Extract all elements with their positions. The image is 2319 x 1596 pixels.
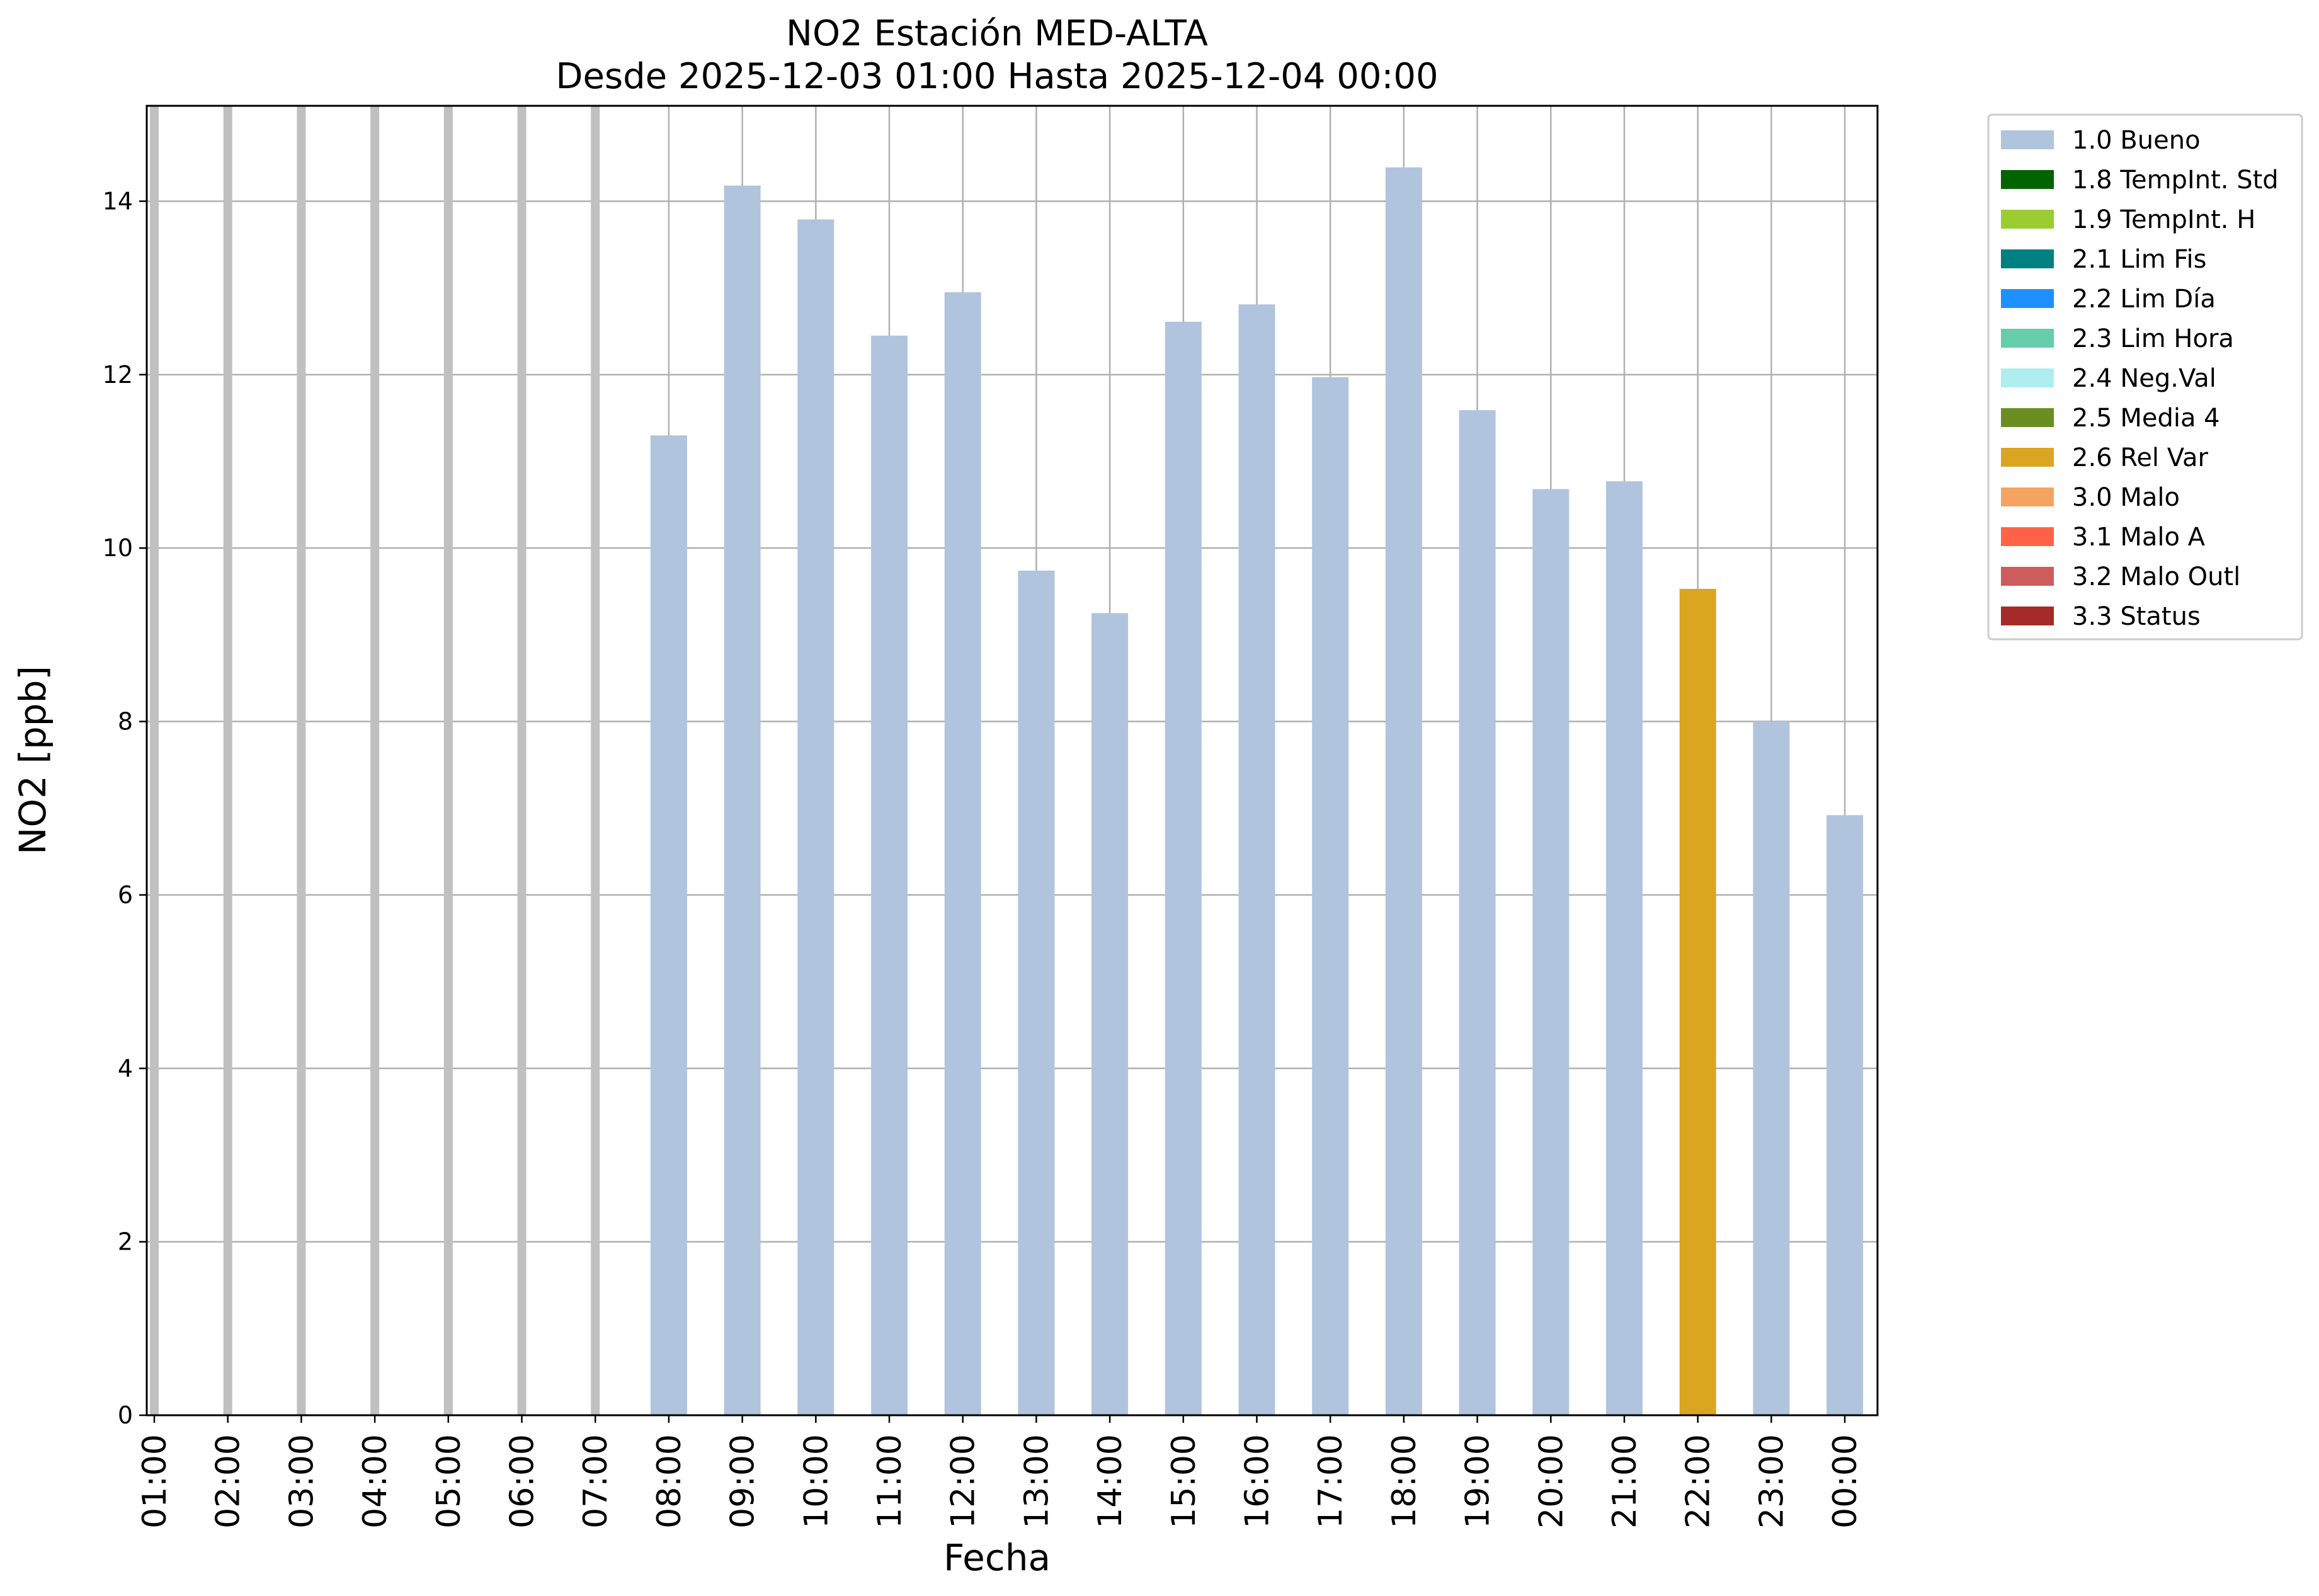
bar (1238, 304, 1275, 1416)
x-tick-label: 22:00 (1680, 1434, 1718, 1529)
legend-swatch (2001, 210, 2054, 229)
x-tick-label: 07:00 (577, 1434, 615, 1529)
x-tick-label: 05:00 (430, 1434, 468, 1529)
legend-frame (1987, 113, 2303, 641)
legend: 1.0 Bueno 1.8 TempInt. Std 1.9 TempInt. H 2… (1987, 113, 2303, 641)
bar (1459, 410, 1496, 1416)
legend-label: 1.8 TempInt. Std (2072, 166, 2279, 195)
missing-data-marker (297, 106, 306, 1415)
legend-label: 1.0 Bueno (2072, 126, 2201, 155)
missing-data-marker (150, 106, 159, 1415)
x-tick-label: 17:00 (1312, 1434, 1350, 1529)
x-tick-label: 10:00 (797, 1434, 835, 1529)
missing-data-marker (443, 106, 453, 1415)
x-tick-label: 12:00 (945, 1434, 983, 1529)
legend-label: 2.5 Media 4 (2072, 404, 2220, 433)
bar (1532, 489, 1570, 1416)
bar (1018, 570, 1055, 1416)
x-tick-label: 02:00 (210, 1434, 248, 1529)
bar (1385, 167, 1422, 1416)
bar (1091, 613, 1129, 1415)
missing-data-markers (150, 106, 600, 1415)
bar (1606, 481, 1643, 1415)
y-axis-ticks: 0 2 4 6 8 10 12 14 (103, 187, 147, 1429)
bar (650, 435, 687, 1415)
legend-label: 2.2 Lim Día (2072, 285, 2216, 314)
x-tick-label: 08:00 (651, 1434, 688, 1529)
bars (650, 167, 1864, 1416)
missing-data-marker (591, 106, 600, 1415)
bar (944, 292, 981, 1415)
bar (1826, 815, 1864, 1415)
y-tick-label: 8 (118, 708, 133, 736)
x-tick-label: 23:00 (1753, 1434, 1791, 1529)
legend-label: 3.0 Malo (2072, 483, 2180, 512)
legend-swatch (2001, 408, 2054, 427)
legend-swatch (2001, 368, 2054, 387)
bar (1753, 721, 1790, 1415)
x-tick-label: 18:00 (1386, 1434, 1423, 1529)
missing-data-marker (370, 106, 380, 1415)
y-tick-label: 6 (118, 881, 133, 909)
x-tick-label: 13:00 (1018, 1434, 1056, 1529)
missing-data-marker (223, 106, 232, 1415)
bar (1679, 588, 1716, 1415)
missing-data-marker (517, 106, 527, 1415)
x-tick-label: 19:00 (1459, 1434, 1497, 1529)
x-tick-label: 11:00 (871, 1434, 909, 1529)
legend-swatch (2001, 448, 2054, 467)
legend-swatch (2001, 249, 2054, 268)
legend-swatch (2001, 567, 2054, 586)
legend-swatch (2001, 130, 2054, 149)
legend-label: 2.6 Rel Var (2072, 443, 2209, 472)
y-tick-label: 10 (103, 534, 133, 562)
legend-label: 1.9 TempInt. H (2072, 205, 2255, 234)
legend-label: 2.4 Neg.Val (2072, 364, 2216, 393)
x-tick-label: 21:00 (1606, 1434, 1644, 1529)
legend-swatch (2001, 329, 2054, 348)
bar (871, 335, 908, 1415)
y-tick-label: 12 (103, 361, 133, 389)
legend-swatch (2001, 289, 2054, 308)
legend-swatch (2001, 170, 2054, 189)
legend-swatch (2001, 607, 2054, 625)
legend-label: 3.1 Malo A (2072, 523, 2206, 552)
bar (1312, 377, 1349, 1415)
x-tick-label: 20:00 (1532, 1434, 1570, 1529)
x-axis-label: Fecha (943, 1536, 1051, 1579)
x-axis-ticks: 01:00 02:00 03:00 04:00 05:00 06:00 07:00 08:00… (136, 1415, 1864, 1529)
y-tick-label: 0 (118, 1401, 133, 1429)
legend-swatch (2001, 487, 2054, 506)
x-tick-label: 06:00 (504, 1434, 542, 1529)
x-tick-label: 15:00 (1165, 1434, 1203, 1529)
y-axis-label: NO2 [ppb] (11, 666, 54, 855)
y-tick-label: 4 (118, 1054, 133, 1082)
x-tick-label: 03:00 (283, 1434, 321, 1529)
legend-label: 2.1 Lim Fis (2072, 245, 2206, 274)
legend-swatch (2001, 527, 2054, 546)
x-tick-label: 14:00 (1091, 1434, 1129, 1529)
legend-label: 2.3 Lim Hora (2072, 324, 2234, 353)
x-tick-label: 16:00 (1239, 1434, 1277, 1529)
x-tick-label: 04:00 (356, 1434, 394, 1529)
bar (724, 185, 761, 1416)
x-tick-label: 09:00 (724, 1434, 762, 1529)
chart-subtitle: Desde 2025-12-03 01:00 Hasta 2025-12-04 … (556, 56, 1438, 97)
bar (797, 219, 835, 1416)
chart-title: NO2 Estación MED-ALTA (786, 13, 1208, 54)
y-tick-label: 2 (118, 1228, 133, 1256)
y-tick-label: 14 (103, 187, 133, 215)
x-tick-label: 00:00 (1826, 1434, 1864, 1529)
x-tick-label: 01:00 (136, 1434, 174, 1529)
bar (1165, 321, 1202, 1415)
legend-label: 3.3 Status (2072, 602, 2201, 631)
plot-frame (145, 105, 1879, 1416)
legend-label: 3.2 Malo Outl (2072, 562, 2240, 591)
